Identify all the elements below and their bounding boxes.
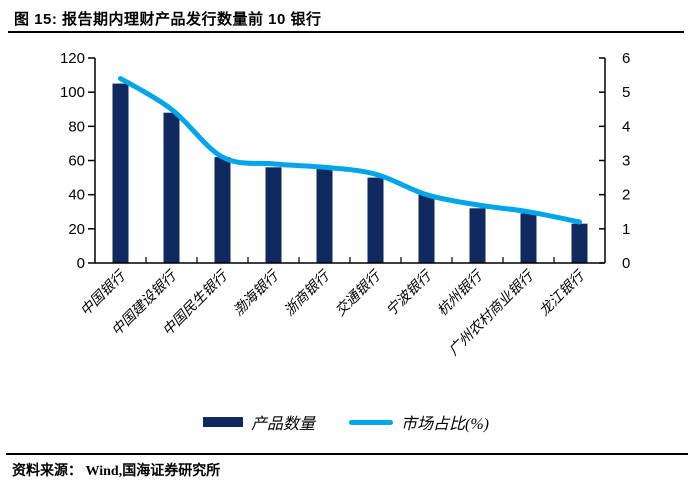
figure-title: 图 15: 报告期内理财产品发行数量前 10 银行 — [14, 11, 322, 28]
chart-bar — [163, 112, 180, 263]
bar-swatch — [202, 417, 243, 427]
title-divider — [8, 31, 684, 33]
x-axis-category-label: 龙江银行 — [536, 267, 588, 319]
legend-item-share: 市场占比(%) — [349, 410, 489, 434]
left-axis-tick-label: 120 — [60, 50, 85, 67]
right-axis-tick-label: 3 — [622, 153, 630, 170]
left-axis-tick-label: 80 — [68, 118, 85, 135]
chart-bar — [418, 194, 435, 263]
right-axis-tick-label: 0 — [622, 255, 630, 272]
left-axis-tick-label: 60 — [68, 153, 85, 170]
x-axis-category-label: 渤海银行 — [230, 267, 282, 319]
right-axis-tick-label: 2 — [622, 187, 630, 204]
right-axis-tick-label: 6 — [622, 50, 630, 67]
legend-label-share: 市场占比(%) — [401, 416, 489, 433]
line-swatch — [349, 419, 393, 425]
chart-bar — [520, 213, 537, 263]
x-axis-category-label: 宁波银行 — [383, 267, 435, 319]
x-axis-category-label: 杭州银行 — [434, 267, 486, 319]
market-share-line — [118, 76, 582, 225]
x-axis-category-label: 广州农村商业银行 — [446, 267, 538, 359]
legend-label-products: 产品数量 — [250, 416, 315, 433]
source-note: 资料来源： Wind,国海证券研究所 — [12, 464, 221, 479]
chart-bar — [367, 177, 384, 263]
left-axis-tick-label: 0 — [77, 255, 85, 272]
right-axis-tick-label: 4 — [622, 118, 630, 135]
chart-bar — [112, 83, 129, 263]
chart-bar — [316, 169, 333, 263]
x-axis-category-label: 中国银行 — [77, 267, 129, 319]
footer-divider — [6, 453, 688, 455]
right-axis-tick-label: 5 — [622, 84, 630, 101]
chart-bar — [214, 157, 231, 263]
chart-bar — [469, 208, 486, 263]
legend-item-products: 产品数量 — [202, 410, 315, 434]
chart-bar — [571, 223, 588, 263]
x-axis-category-label: 交通银行 — [332, 267, 384, 319]
chart-area: 0 20 40 60 80 100 120 0 1 2 3 4 5 6 中国银行 中国建设银行 中国民生银行 渤海… — [0, 36, 692, 406]
chart-legend: 产品数量 市场占比(%) — [0, 410, 692, 434]
left-axis-tick-label: 100 — [60, 84, 85, 101]
right-axis-tick-label: 1 — [622, 221, 630, 238]
chart-bar — [265, 167, 282, 263]
left-axis-tick-label: 40 — [68, 187, 85, 204]
left-axis-tick-label: 20 — [68, 221, 85, 238]
x-axis-category-label: 浙商银行 — [281, 267, 333, 319]
